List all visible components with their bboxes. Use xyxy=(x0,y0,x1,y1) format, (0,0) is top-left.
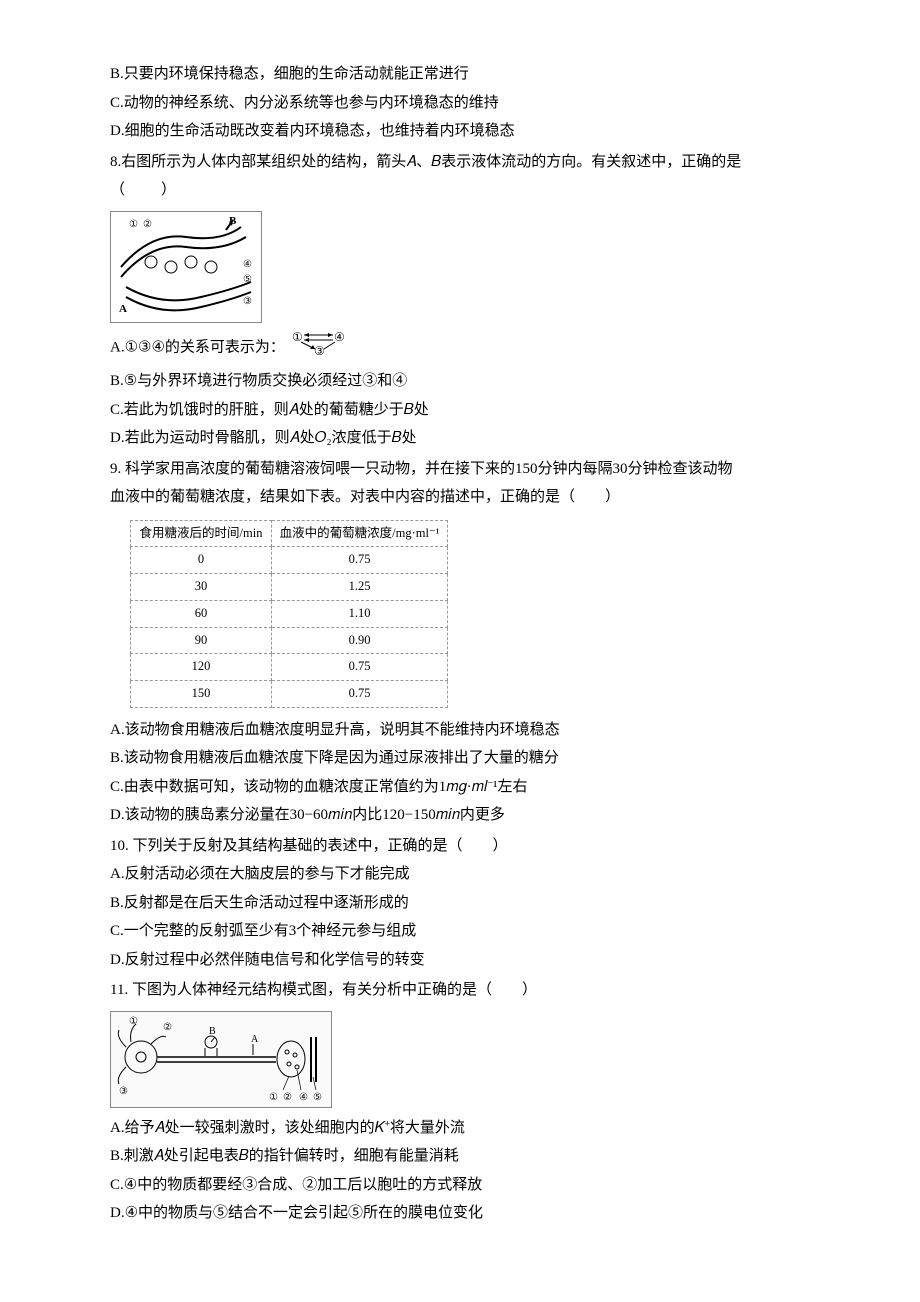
q10-opt-d: D.反射过程中必然伴随电信号和化学信号的转变 xyxy=(110,946,810,975)
table-row: 1200.75 xyxy=(131,654,448,681)
q8-opt-a: A.①③④的关系可表示为： ① ④ ③ xyxy=(110,329,810,368)
svg-text:④: ④ xyxy=(243,259,252,270)
q10-opt-c: C.一个完整的反射弧至少有3个神经元参与组成 xyxy=(110,917,810,946)
svg-text:②: ② xyxy=(163,1022,172,1033)
q11-stem: 11. 下图为人体神经元结构模式图，有关分析中正确的是（ ） xyxy=(110,976,810,1005)
table-header-time: 食用糖液后的时间/min xyxy=(131,520,272,547)
q8-stem-2: （ ） xyxy=(110,176,810,205)
svg-text:A: A xyxy=(119,303,127,315)
q11-opt-c: C.④中的物质都要经③合成、②加工后以胞吐的方式释放 xyxy=(110,1171,810,1200)
q8-opt-a-text: A.①③④的关系可表示为： xyxy=(110,339,285,355)
table-row: 900.90 xyxy=(131,627,448,654)
svg-text:③: ③ xyxy=(243,296,252,307)
table-header-row: 食用糖液后的时间/min 血液中的葡萄糖浓度/mg·ml⁻¹ xyxy=(131,520,448,547)
svg-text:⑤: ⑤ xyxy=(243,274,252,285)
cell-conc-1: 1.25 xyxy=(272,574,448,601)
q8-paren: （ ） xyxy=(110,182,178,198)
relation-diagram-icon: ① ④ ③ xyxy=(289,329,349,368)
q8-opt-c: C.若此为饥饿时的肝脏，则𝐴处的葡萄糖少于𝐵处 xyxy=(110,396,810,425)
svg-text:⑤: ⑤ xyxy=(313,1092,322,1103)
cell-time-5: 150 xyxy=(131,681,272,708)
q9-opt-d: D.该动物的胰岛素分泌量在30−60𝑚𝑖𝑛内比120−150𝑚𝑖𝑛内更多 xyxy=(110,801,810,830)
svg-text:A: A xyxy=(251,1034,259,1045)
cell-conc-2: 1.10 xyxy=(272,600,448,627)
svg-text:③: ③ xyxy=(119,1086,128,1097)
q7-opt-b: B.只要内环境保持稳态，细胞的生命活动就能正常进行 xyxy=(110,60,810,89)
svg-text:②: ② xyxy=(283,1092,292,1103)
q9-opt-b: B.该动物食用糖液后血糖浓度下降是因为通过尿液排出了大量的糖分 xyxy=(110,744,810,773)
q8-stem-1: 8.右图所示为人体内部某组织处的结构，箭头𝐴、𝐵表示液体流动的方向。有关叙述中，… xyxy=(110,148,810,177)
cell-conc-0: 0.75 xyxy=(272,547,448,574)
cell-conc-5: 0.75 xyxy=(272,681,448,708)
q7-opt-c: C.动物的神经系统、内分泌系统等也参与内环境稳态的维持 xyxy=(110,89,810,118)
q9-stem-1: 9. 科学家用高浓度的葡萄糖溶液饲喂一只动物，并在接下来的150分钟内每隔30分… xyxy=(110,455,810,484)
table-row: 00.75 xyxy=(131,547,448,574)
table-row: 301.25 xyxy=(131,574,448,601)
q10-opt-b: B.反射都是在后天生命活动过程中逐渐形成的 xyxy=(110,889,810,918)
svg-text:④: ④ xyxy=(334,330,345,344)
q11-opt-a: A.给予𝐴处一较强刺激时，该处细胞内的𝐾⁺将大量外流 xyxy=(110,1114,810,1143)
cell-time-3: 90 xyxy=(131,627,272,654)
svg-text:③: ③ xyxy=(314,344,325,357)
q9-glucose-table: 食用糖液后的时间/min 血液中的葡萄糖浓度/mg·ml⁻¹ 00.75 301… xyxy=(130,520,448,708)
q11-neuron-diagram: A B ① ② ③ ① ② ④ ⑤ xyxy=(110,1011,332,1108)
table-row: 601.10 xyxy=(131,600,448,627)
svg-text:①: ① xyxy=(269,1092,278,1103)
q9-stem-2: 血液中的葡萄糖浓度，结果如下表。对表中内容的描述中，正确的是（ ） xyxy=(110,483,810,512)
svg-text:①: ① xyxy=(129,219,138,230)
cell-time-1: 30 xyxy=(131,574,272,601)
q8-opt-b: B.⑤与外界环境进行物质交换必须经过③和④ xyxy=(110,367,810,396)
svg-text:B: B xyxy=(209,1026,216,1037)
cell-time-0: 0 xyxy=(131,547,272,574)
cell-conc-4: 0.75 xyxy=(272,654,448,681)
q7-opt-d: D.细胞的生命活动既改变着内环境稳态，也维持着内环境稳态 xyxy=(110,117,810,146)
table-header-conc: 血液中的葡萄糖浓度/mg·ml⁻¹ xyxy=(272,520,448,547)
svg-text:②: ② xyxy=(143,219,152,230)
q11-opt-b: B.刺激𝐴处引起电表𝐵的指针偏转时，细胞有能量消耗 xyxy=(110,1142,810,1171)
q10-opt-a: A.反射活动必须在大脑皮层的参与下才能完成 xyxy=(110,860,810,889)
q8-tissue-diagram: ① ② ④ ⑤ ③ A B xyxy=(110,211,262,323)
q10-stem: 10. 下列关于反射及其结构基础的表述中，正确的是（ ） xyxy=(110,832,810,861)
q9-opt-a: A.该动物食用糖液后血糖浓度明显升高，说明其不能维持内环境稳态 xyxy=(110,716,810,745)
svg-text:①: ① xyxy=(129,1016,138,1027)
svg-text:④: ④ xyxy=(299,1092,308,1103)
table-row: 1500.75 xyxy=(131,681,448,708)
cell-conc-3: 0.90 xyxy=(272,627,448,654)
cell-time-2: 60 xyxy=(131,600,272,627)
q11-opt-d: D.④中的物质与⑤结合不一定会引起⑤所在的膜电位变化 xyxy=(110,1199,810,1228)
q8-opt-d: D.若此为运动时骨骼肌，则𝐴处𝑂₂浓度低于𝐵处 xyxy=(110,424,810,453)
cell-time-4: 120 xyxy=(131,654,272,681)
q9-opt-c: C.由表中数据可知，该动物的血糖浓度正常值约为1𝑚𝑔·𝑚𝑙⁻¹左右 xyxy=(110,773,810,802)
